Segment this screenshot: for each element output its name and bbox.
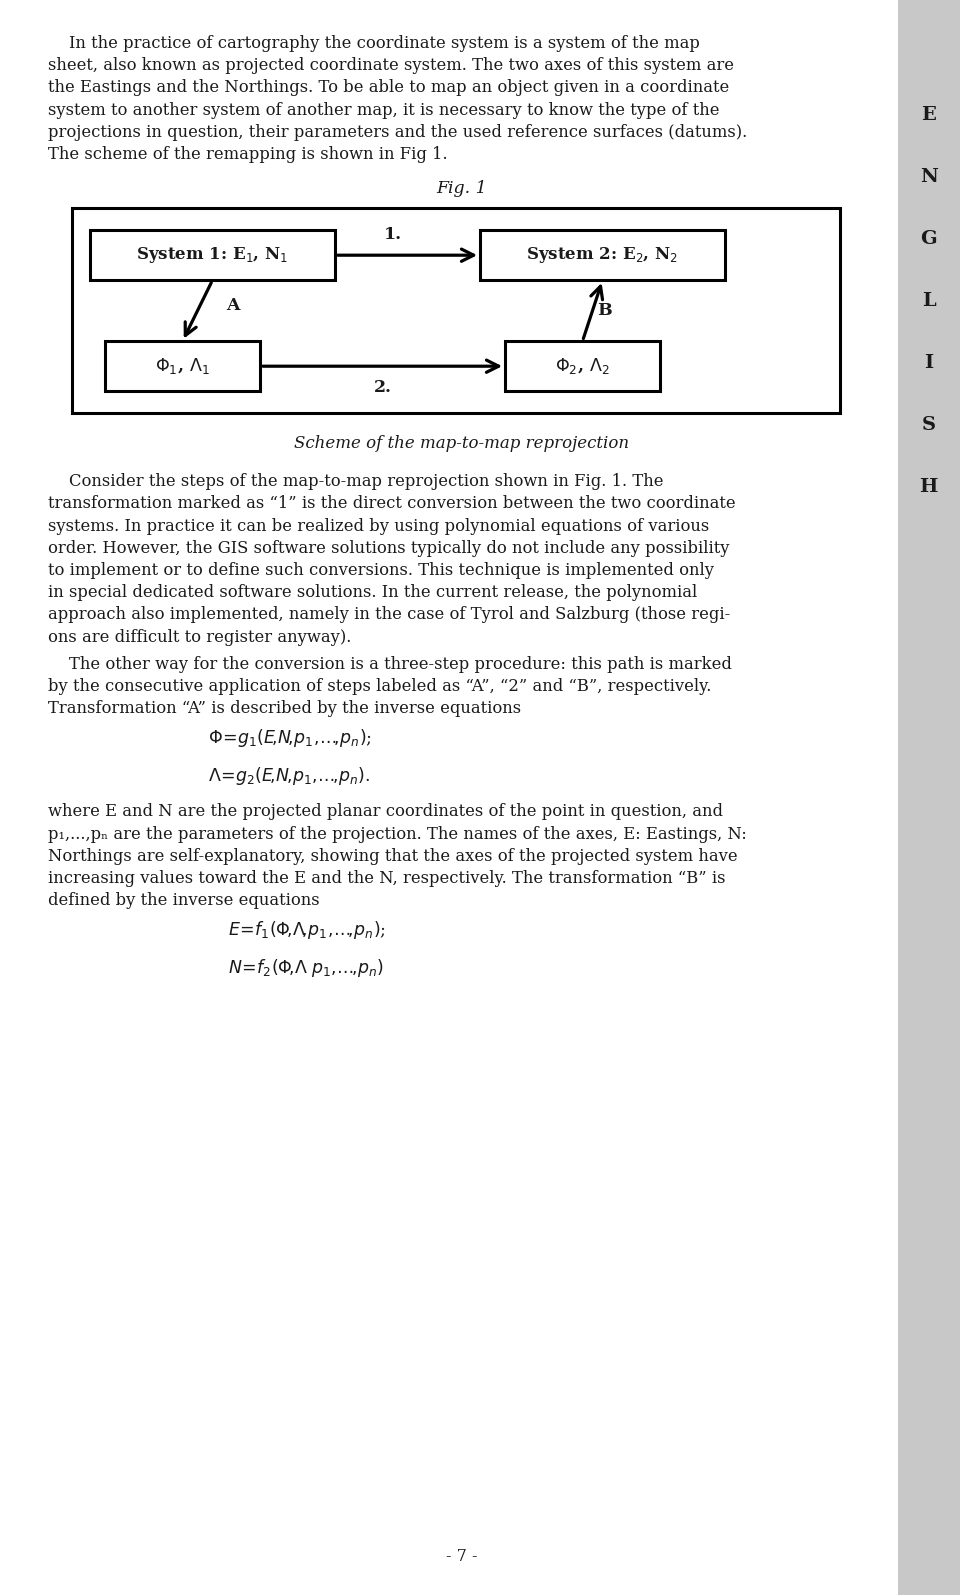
Text: $E\!=\!f_1(\Phi\!,\!\Lambda\!,\!p_1,\!\ldots\!,\!p_n)$;: $E\!=\!f_1(\Phi\!,\!\Lambda\!,\!p_1,\!\l…: [228, 919, 386, 941]
Text: $\Phi\!=\!g_1(E\!,\!N\!,\!p_1,\!\ldots\!,\!p_n)$;: $\Phi\!=\!g_1(E\!,\!N\!,\!p_1,\!\ldots\!…: [208, 727, 372, 750]
Text: 2.: 2.: [373, 380, 392, 396]
Text: in special dedicated software solutions. In the current release, the polynomial: in special dedicated software solutions.…: [48, 584, 697, 601]
Text: to implement or to define such conversions. This technique is implemented only: to implement or to define such conversio…: [48, 561, 714, 579]
Text: defined by the inverse equations: defined by the inverse equations: [48, 892, 320, 909]
Text: $N\!=\!f_2(\Phi\!,\!\Lambda\;p_1,\!\ldots\!,\!p_n)$: $N\!=\!f_2(\Phi\!,\!\Lambda\;p_1,\!\ldot…: [228, 957, 384, 979]
Text: G: G: [921, 230, 937, 247]
Text: system to another system of another map, it is necessary to know the type of the: system to another system of another map,…: [48, 102, 719, 118]
Text: p₁,...,pₙ are the parameters of the projection. The names of the axes, E: Eastin: p₁,...,pₙ are the parameters of the proj…: [48, 826, 747, 842]
Text: Scheme of the map-to-map reprojection: Scheme of the map-to-map reprojection: [294, 435, 629, 453]
Text: by the consecutive application of steps labeled as “A”, “2” and “B”, respectivel: by the consecutive application of steps …: [48, 678, 711, 695]
Text: systems. In practice it can be realized by using polynomial equations of various: systems. In practice it can be realized …: [48, 518, 709, 534]
Text: H: H: [920, 478, 938, 496]
Text: The scheme of the remapping is shown in Fig 1.: The scheme of the remapping is shown in …: [48, 147, 447, 163]
Text: In the practice of cartography the coordinate system is a system of the map: In the practice of cartography the coord…: [48, 35, 700, 53]
Text: ons are difficult to register anyway).: ons are difficult to register anyway).: [48, 628, 351, 646]
Text: System 2: E$_2$, N$_2$: System 2: E$_2$, N$_2$: [526, 246, 679, 265]
Bar: [72, 209, 840, 413]
Text: System 1: E$_1$, N$_1$: System 1: E$_1$, N$_1$: [136, 246, 289, 265]
FancyArrowPatch shape: [338, 249, 473, 262]
Text: 1.: 1.: [383, 226, 401, 242]
Text: $\Phi_1$, $\Lambda_1$: $\Phi_1$, $\Lambda_1$: [156, 356, 210, 376]
Text: order. However, the GIS software solutions typically do not include any possibil: order. However, the GIS software solutio…: [48, 539, 730, 557]
Text: $\Lambda\!=\!g_2(E\!,\!N\!,\!p_1,\!\ldots\!,\!p_n)$.: $\Lambda\!=\!g_2(E\!,\!N\!,\!p_1,\!\ldot…: [208, 766, 370, 788]
Text: A: A: [226, 297, 239, 314]
Text: Consider the steps of the map-to-map reprojection shown in Fig. 1. The: Consider the steps of the map-to-map rep…: [48, 474, 663, 490]
Text: The other way for the conversion is a three-step procedure: this path is marked: The other way for the conversion is a th…: [48, 656, 732, 673]
Text: S: S: [922, 416, 936, 434]
Text: L: L: [922, 292, 936, 309]
Bar: [105, 341, 260, 391]
Text: where E and N are the projected planar coordinates of the point in question, and: where E and N are the projected planar c…: [48, 804, 723, 820]
Text: N: N: [920, 167, 938, 187]
Text: B: B: [597, 301, 612, 319]
Bar: [505, 341, 660, 391]
Text: approach also implemented, namely in the case of Tyrol and Salzburg (those regi-: approach also implemented, namely in the…: [48, 606, 731, 624]
Bar: [480, 230, 725, 281]
Text: increasing values toward the E and the N, respectively. The transformation “B” i: increasing values toward the E and the N…: [48, 869, 726, 887]
Text: Northings are self-explanatory, showing that the axes of the projected system ha: Northings are self-explanatory, showing …: [48, 849, 737, 864]
Text: - 7 -: - 7 -: [445, 1549, 477, 1565]
Text: E: E: [922, 105, 936, 124]
Text: I: I: [924, 354, 933, 372]
FancyArrowPatch shape: [185, 282, 211, 335]
Text: Transformation “A” is described by the inverse equations: Transformation “A” is described by the i…: [48, 700, 521, 718]
Text: transformation marked as “1” is the direct conversion between the two coordinate: transformation marked as “1” is the dire…: [48, 496, 735, 512]
FancyArrowPatch shape: [263, 360, 498, 372]
Text: projections in question, their parameters and the used reference surfaces (datum: projections in question, their parameter…: [48, 124, 747, 140]
Text: Fig. 1: Fig. 1: [436, 180, 487, 198]
Text: $\Phi_2$, $\Lambda_2$: $\Phi_2$, $\Lambda_2$: [555, 356, 610, 376]
FancyArrowPatch shape: [584, 286, 603, 338]
FancyBboxPatch shape: [898, 0, 960, 1595]
Text: sheet, also known as projected coordinate system. The two axes of this system ar: sheet, also known as projected coordinat…: [48, 57, 734, 75]
Bar: [90, 230, 335, 281]
Text: the Eastings and the Northings. To be able to map an object given in a coordinat: the Eastings and the Northings. To be ab…: [48, 80, 730, 96]
